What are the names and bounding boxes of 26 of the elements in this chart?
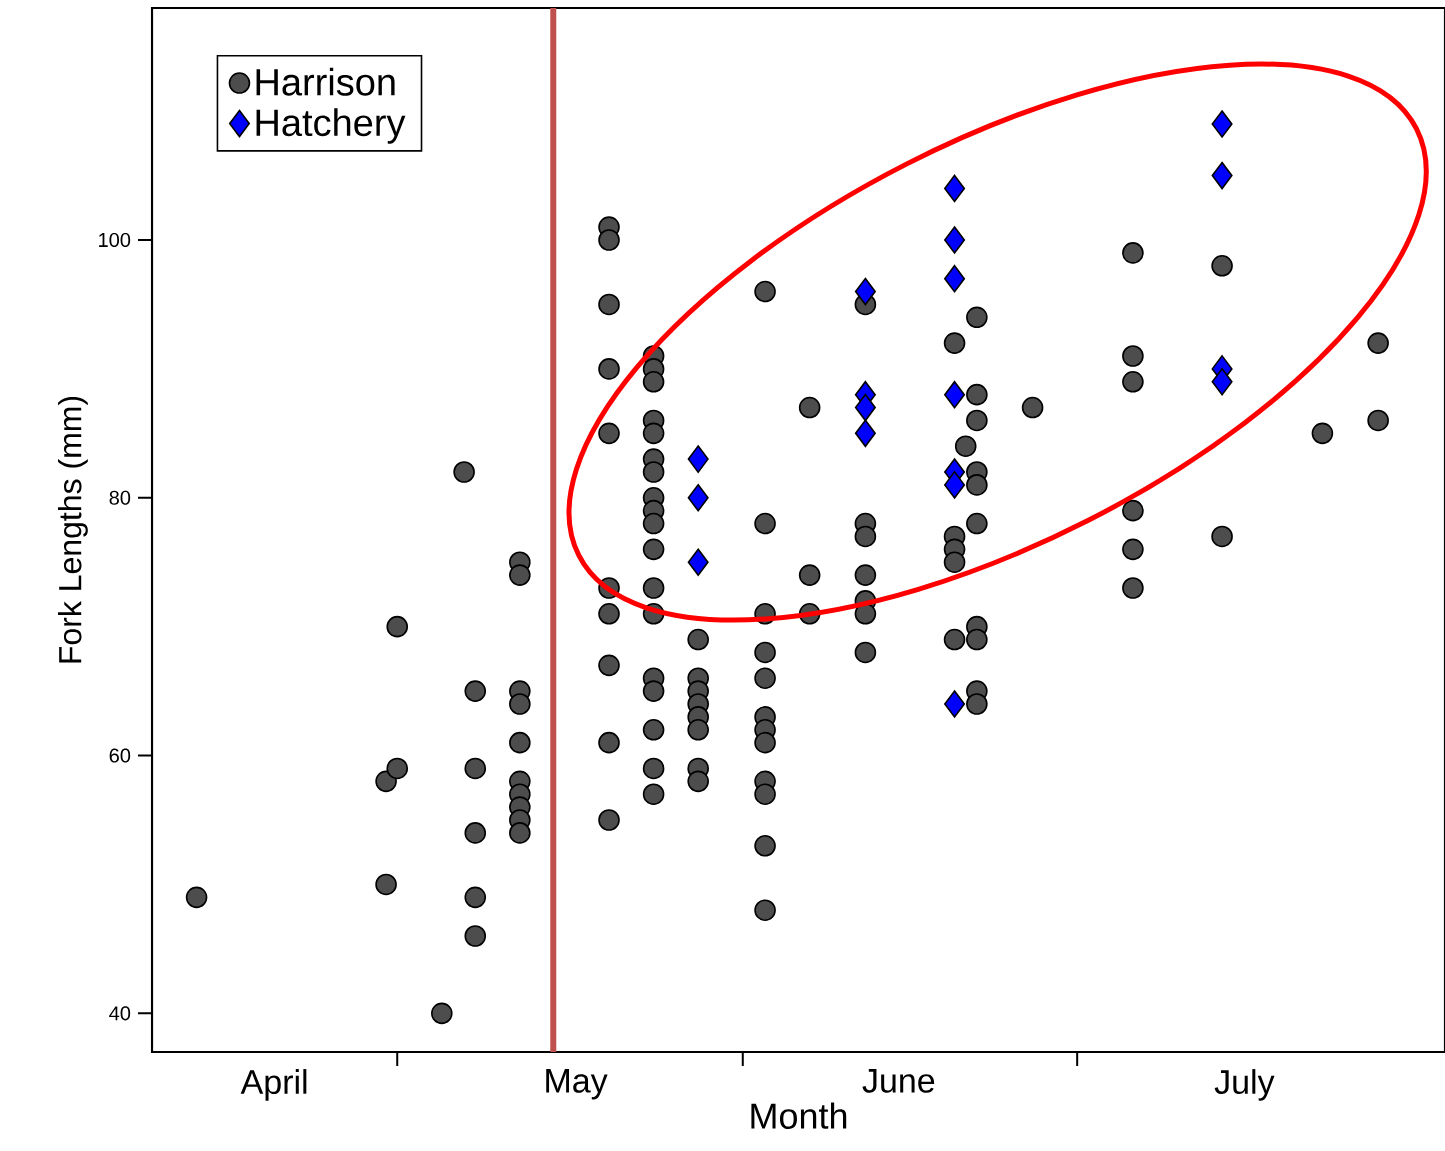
point: [687, 483, 709, 512]
x-tick-label: July: [1214, 1069, 1275, 1101]
point: [944, 226, 966, 254]
point: [944, 690, 966, 718]
y-tick-label: 40: [109, 1006, 131, 1021]
y-tick-label: 60: [109, 748, 131, 763]
point: [944, 471, 966, 499]
point: [687, 445, 709, 473]
x-tick-label: April: [240, 1069, 307, 1101]
point: [944, 264, 966, 293]
y-tick-label: 80: [109, 490, 131, 505]
x-tick-label: May: [546, 1069, 608, 1100]
point: [1211, 161, 1233, 190]
point: [944, 174, 966, 203]
legend-label: Hatchery: [256, 108, 406, 144]
x-tick-label: June: [862, 1069, 935, 1093]
point: [1211, 367, 1233, 396]
point: [1211, 110, 1233, 138]
y-tick-label: 100: [99, 232, 131, 248]
y-axis-title: Fork Lengths (mm): [58, 396, 88, 663]
point: [854, 393, 876, 422]
legend-label: Harrison: [256, 67, 395, 96]
x-axis-title: Month: [751, 1102, 847, 1129]
point: [854, 419, 876, 448]
point: [687, 548, 709, 577]
point: [944, 380, 966, 409]
